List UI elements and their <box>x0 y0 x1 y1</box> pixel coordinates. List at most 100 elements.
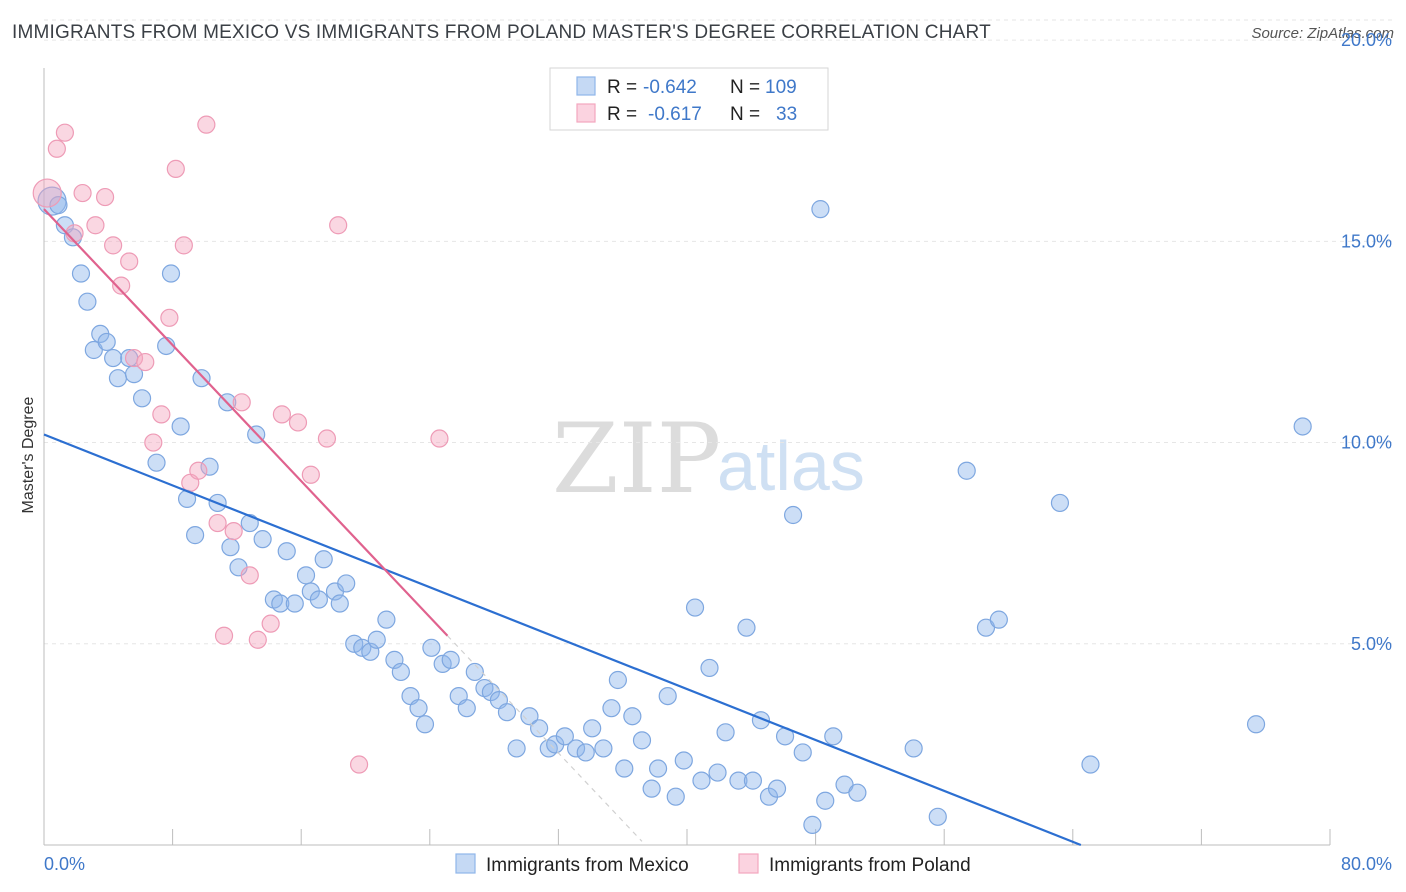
point-mexico <box>49 196 68 215</box>
chart-title: IMMIGRANTS FROM MEXICO VS IMMIGRANTS FRO… <box>12 22 991 43</box>
y-tick-label: 20.0% <box>1341 30 1392 50</box>
point-poland <box>55 123 74 142</box>
point-mexico <box>928 807 947 826</box>
bottom-legend-poland: Immigrants from Poland <box>769 855 971 876</box>
point-mexico <box>594 739 613 758</box>
point-mexico <box>848 783 867 802</box>
point-mexico <box>161 264 181 283</box>
bottom-legend-mexico: Immigrants from Mexico <box>486 855 689 876</box>
point-poland <box>248 630 267 649</box>
point-poland <box>272 405 292 424</box>
point-mexico <box>391 662 410 682</box>
legend-box <box>549 67 829 131</box>
point-mexico <box>700 658 719 678</box>
point-mexico <box>716 723 735 742</box>
point-mexico <box>674 751 693 770</box>
point-mexico <box>415 715 435 734</box>
point-mexico <box>367 630 386 649</box>
bottom-legend-swatch-poland <box>738 853 759 874</box>
point-mexico <box>811 200 830 219</box>
point-mexico <box>271 594 290 613</box>
point-mexico <box>989 610 1008 629</box>
point-poland <box>288 413 308 432</box>
series-legend: Immigrants from Mexico Immigrants from P… <box>455 853 971 876</box>
point-poland <box>214 626 234 645</box>
point-mexico <box>71 264 91 283</box>
trend-line-mexico <box>43 433 1082 847</box>
point-mexico <box>124 365 144 384</box>
point-mexico <box>615 759 634 778</box>
point-poland <box>104 236 123 255</box>
trend-line-poland <box>43 208 449 637</box>
point-mexico <box>285 594 304 613</box>
point-mexico <box>743 771 763 790</box>
point-mexico <box>422 638 441 657</box>
point-mexico <box>666 787 685 806</box>
legend-r-value-mexico: -0.642 <box>643 77 697 98</box>
x-axis-ticks <box>43 829 1331 845</box>
point-poland <box>174 236 193 255</box>
point-poland <box>32 178 62 208</box>
point-mexico <box>520 707 539 726</box>
point-mexico <box>108 369 128 388</box>
point-poland <box>166 159 185 179</box>
point-mexico <box>186 526 205 545</box>
legend-r-label-mexico: R = <box>607 77 637 98</box>
point-poland <box>73 183 92 203</box>
point-mexico <box>658 686 677 706</box>
legend-r-value-poland: -0.617 <box>648 104 702 125</box>
point-mexico <box>816 791 835 810</box>
point-mexico <box>84 340 103 360</box>
point-poland <box>197 115 216 134</box>
point-mexico <box>465 662 484 682</box>
point-poland <box>232 393 251 412</box>
point-mexico <box>685 598 705 617</box>
point-mexico <box>330 594 349 613</box>
point-mexico <box>441 650 460 669</box>
point-mexico <box>309 590 328 609</box>
point-mexico <box>642 779 661 798</box>
point-mexico <box>583 719 602 738</box>
point-mexico <box>377 610 396 629</box>
point-poland <box>261 614 280 633</box>
point-mexico <box>530 719 549 738</box>
point-mexico <box>803 815 822 834</box>
point-mexico <box>337 574 356 593</box>
point-mexico <box>976 618 996 637</box>
point-mexico <box>648 759 668 778</box>
point-mexico <box>253 530 272 549</box>
point-poland <box>349 755 369 774</box>
y-tick-labels: 5.0% 10.0% 15.0% 20.0% <box>1341 30 1392 654</box>
point-mexico <box>1293 417 1312 436</box>
point-poland <box>208 513 227 533</box>
legend-n-label-mexico: N = <box>730 77 760 98</box>
point-mexico <box>192 369 211 388</box>
legend-n-value-poland: 33 <box>776 104 797 125</box>
y-tick-label: 15.0% <box>1341 231 1392 251</box>
point-poland <box>152 405 171 424</box>
point-mexico <box>221 538 240 557</box>
point-mexico <box>623 707 642 726</box>
x-tick-label-min: 0.0% <box>44 854 85 874</box>
point-mexico <box>314 550 333 569</box>
point-poland <box>112 276 131 295</box>
point-poland <box>430 429 449 448</box>
point-mexico <box>729 771 748 790</box>
point-mexico <box>566 739 586 758</box>
point-mexico <box>78 292 97 311</box>
gridlines <box>44 19 1392 645</box>
point-mexico <box>632 731 652 750</box>
point-poland <box>95 187 115 207</box>
point-mexico <box>835 775 854 794</box>
x-tick-label-max: 80.0% <box>1341 854 1392 874</box>
point-mexico <box>1081 755 1100 774</box>
y-tick-label: 5.0% <box>1351 634 1392 654</box>
point-mexico <box>296 566 316 585</box>
point-poland <box>301 465 320 484</box>
watermark-atlas: atlas <box>717 427 865 505</box>
point-mexico <box>104 348 123 368</box>
point-mexico <box>200 457 219 476</box>
point-mexico <box>97 332 116 352</box>
point-mexico <box>576 743 595 762</box>
